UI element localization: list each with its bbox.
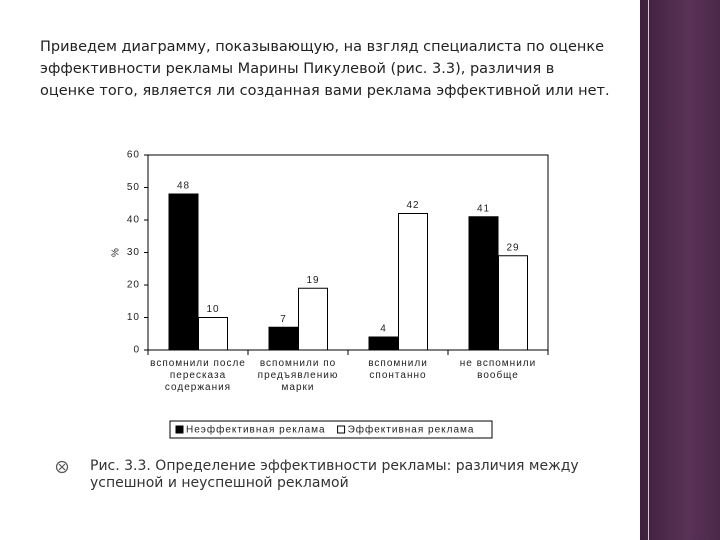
y-tick-label: 20 [127,280,140,291]
bar [198,317,228,351]
x-tick-label: не вспомнили вообще [459,358,537,381]
legend-box [169,420,493,439]
data-label: 19 [306,275,319,286]
bar [268,326,299,351]
caption: Рис. 3.3. Определение эффективности рекл… [90,458,579,491]
side-band [640,0,720,540]
bar [298,287,328,351]
y-tick-label: 60 [127,150,140,161]
x-tick-label-box: вспомнили спонтанно [368,358,428,381]
legend-label: Эффективная реклама [348,424,475,436]
intro-text: Приведем диаграмму, показывающую, на взг… [40,39,610,99]
x-tick-label-box: вспомнили по предъявлению марки [257,358,339,393]
data-label: 41 [477,203,490,214]
data-label: 29 [506,242,519,253]
bullet-icon [55,460,69,474]
y-tick-label: 10 [127,312,140,323]
y-tick-label: 0 [133,345,140,356]
data-label: 4 [380,324,387,335]
bar [168,193,199,351]
data-label: 48 [177,181,190,192]
bar [468,216,499,351]
data-label: 7 [280,314,287,325]
chart: 0 10 20 30 40 50 60% вспомнили после пересказа … [111,150,549,439]
y-tick-label: 30 [127,247,140,258]
legend-swatch [175,425,184,434]
side-line [648,0,649,540]
bar [398,213,428,351]
x-tick-label-box: не вспомнили вообще [459,358,537,381]
y-axis-label: % [111,247,122,257]
bar [368,336,399,351]
data-label: 42 [406,200,419,211]
y-tick-label: 40 [127,215,140,226]
x-tick-label: вспомнили после пересказа содержания [150,358,246,393]
legend-label: Неэффективная реклама [186,424,326,436]
x-tick-label: вспомнили спонтанно [368,358,428,381]
legend-swatch [337,425,346,434]
x-tick-label: вспомнили по предъявлению марки [257,358,339,393]
bar [498,255,528,351]
x-tick-label-box: вспомнили после пересказа содержания [150,358,246,393]
y-tick-label: 50 [127,182,140,193]
data-label: 10 [206,304,219,315]
